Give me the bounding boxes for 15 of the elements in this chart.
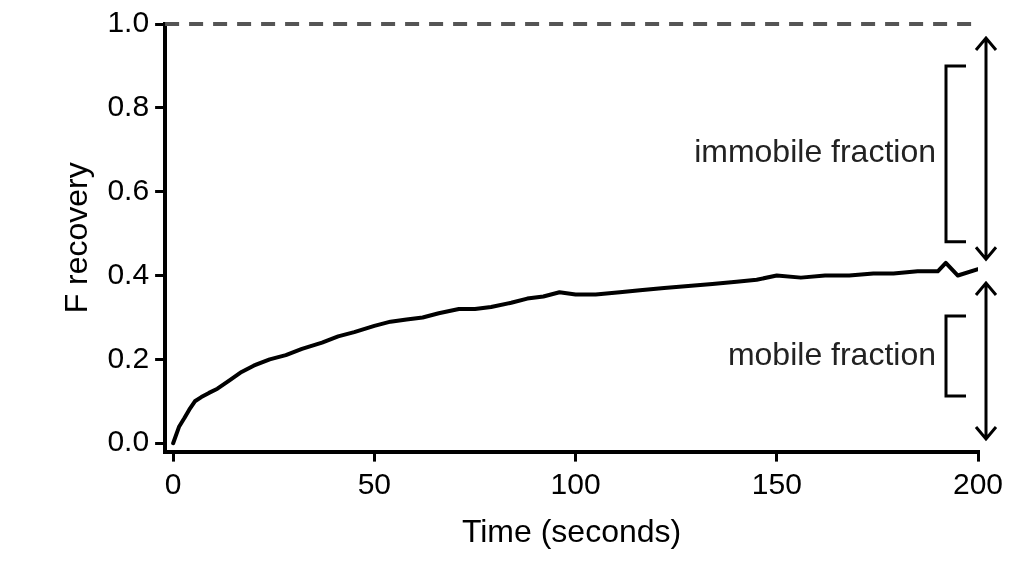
y-tick-label: 0.0 bbox=[107, 424, 150, 458]
y-axis-title: F recovery bbox=[58, 162, 95, 314]
y-tick-label: 0.4 bbox=[107, 256, 150, 290]
y-tick-label: 0.2 bbox=[107, 340, 150, 374]
x-tick-label: 150 bbox=[751, 466, 802, 500]
annotation: mobile fraction bbox=[727, 336, 936, 373]
x-tick-label: 100 bbox=[550, 466, 601, 500]
annotation: immobile fraction bbox=[694, 133, 936, 170]
x-tick-label: 200 bbox=[952, 466, 1004, 500]
y-tick-label: 0.8 bbox=[107, 89, 150, 123]
x-tick-label: 0 bbox=[164, 466, 182, 500]
y-tick-label: 1.0 bbox=[107, 5, 150, 39]
y-tick-label: 0.6 bbox=[107, 172, 150, 206]
x-tick-label: 50 bbox=[357, 466, 392, 500]
x-axis-title: Time (seconds) bbox=[461, 512, 682, 549]
